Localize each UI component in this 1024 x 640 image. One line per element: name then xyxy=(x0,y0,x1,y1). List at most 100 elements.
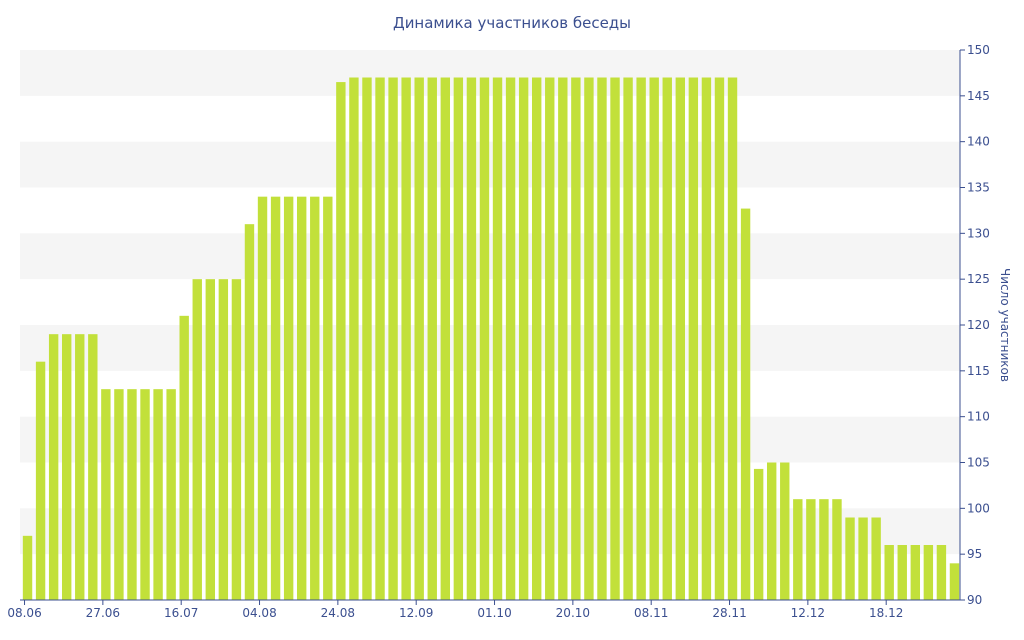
bar xyxy=(114,389,124,600)
bar xyxy=(257,196,268,601)
bar xyxy=(662,77,672,600)
bar xyxy=(858,517,868,600)
bar xyxy=(558,77,568,600)
bar xyxy=(675,77,686,600)
y-tick-label: 125 xyxy=(967,272,990,286)
bar xyxy=(923,545,934,600)
bar xyxy=(179,315,189,600)
bar xyxy=(101,389,111,600)
bar xyxy=(584,77,594,600)
y-tick-label: 130 xyxy=(967,226,990,240)
bar xyxy=(936,545,947,600)
bar xyxy=(414,77,424,600)
x-tick-label: 12.12 xyxy=(791,606,825,620)
y-tick-label: 100 xyxy=(967,501,990,515)
grid-band xyxy=(20,50,960,96)
y-tick-label: 90 xyxy=(967,593,982,607)
bar xyxy=(22,535,33,600)
bar xyxy=(35,361,46,600)
bar xyxy=(780,462,790,600)
x-tick-label: 20.10 xyxy=(556,606,590,620)
bar xyxy=(48,334,59,600)
y-tick-label: 140 xyxy=(967,135,990,149)
bar xyxy=(518,77,529,600)
y-tick-label: 115 xyxy=(967,364,990,378)
bar xyxy=(388,77,398,600)
x-tick-label: 08.06 xyxy=(7,606,41,620)
bar xyxy=(649,77,659,600)
x-tick-label: 18.12 xyxy=(869,606,903,620)
bar xyxy=(571,77,581,600)
bar xyxy=(453,77,464,600)
bar xyxy=(231,279,242,600)
y-axis-label: Число участников xyxy=(998,268,1012,382)
bar xyxy=(75,334,85,600)
grid-band xyxy=(20,141,960,188)
bar xyxy=(871,517,881,600)
bar xyxy=(427,77,437,600)
x-tick-label: 27.06 xyxy=(86,606,120,620)
bar xyxy=(440,77,451,600)
x-tick-label: 01.10 xyxy=(477,606,511,620)
bar xyxy=(832,499,842,600)
bar xyxy=(140,389,150,600)
bars xyxy=(22,77,960,601)
bar xyxy=(949,563,960,600)
bar xyxy=(153,389,163,600)
bar xyxy=(505,77,516,600)
bar xyxy=(323,196,333,601)
bar xyxy=(910,545,921,600)
bar xyxy=(375,77,385,600)
x-tick-label: 12.09 xyxy=(399,606,433,620)
bar xyxy=(166,389,176,600)
x-tick-label: 28.11 xyxy=(712,606,746,620)
bar xyxy=(714,77,725,600)
bar xyxy=(623,77,633,600)
bar xyxy=(283,196,294,601)
bar xyxy=(753,468,764,600)
bar xyxy=(545,77,555,600)
bar xyxy=(806,499,816,600)
grid-band xyxy=(20,416,960,463)
x-tick-label: 16.07 xyxy=(164,606,198,620)
grid-bands xyxy=(20,50,960,555)
bar xyxy=(310,196,320,601)
bar xyxy=(492,77,503,600)
bar xyxy=(401,77,411,600)
bar xyxy=(362,77,372,600)
bar xyxy=(244,224,255,601)
x-tick-label: 08.11 xyxy=(634,606,668,620)
bar xyxy=(636,77,646,600)
bar xyxy=(897,545,907,600)
y-tick-label: 110 xyxy=(967,410,990,424)
bar xyxy=(466,77,477,600)
grid-band xyxy=(20,233,960,280)
bar xyxy=(688,77,699,600)
bar xyxy=(192,279,202,600)
bar xyxy=(205,279,216,600)
bar xyxy=(766,462,777,600)
y-tick-label: 150 xyxy=(967,43,990,57)
bar xyxy=(270,196,281,601)
bar xyxy=(701,77,712,600)
y-tick-label: 105 xyxy=(967,456,990,470)
bar xyxy=(127,389,137,600)
x-tick-label: 04.08 xyxy=(242,606,276,620)
bar xyxy=(88,334,98,600)
bar xyxy=(479,77,490,600)
y-tick-label: 120 xyxy=(967,318,990,332)
x-axis: 08.06 27.06 16.07 04.08 24.08 12.09 01.10 20.10… xyxy=(7,599,960,620)
chart-title: Динамика участников беседы xyxy=(393,14,631,32)
bar xyxy=(610,77,620,600)
bar xyxy=(845,517,855,600)
y-tick-label: 95 xyxy=(967,547,982,561)
bar xyxy=(793,499,803,600)
bar xyxy=(218,279,229,600)
bar xyxy=(884,545,894,600)
bar xyxy=(296,196,307,601)
bar xyxy=(336,82,346,600)
bar xyxy=(531,77,542,600)
grid-band xyxy=(20,325,960,371)
x-tick-label: 24.08 xyxy=(321,606,355,620)
